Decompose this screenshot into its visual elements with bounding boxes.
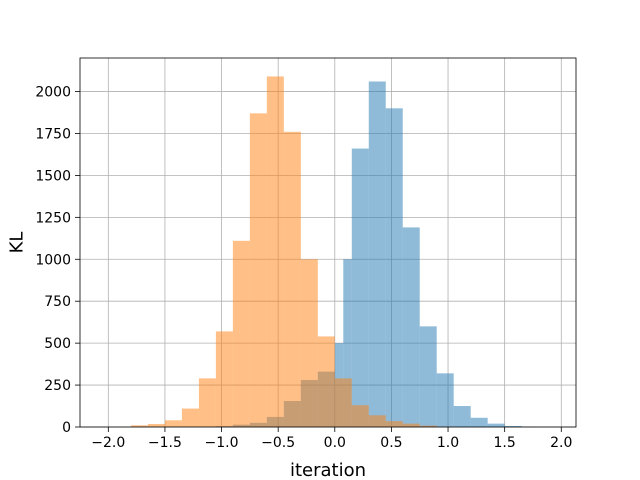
y-tick-label: 500: [44, 336, 71, 352]
x-tick-label: −1.5: [148, 435, 182, 451]
histogram-bar: [419, 425, 437, 427]
histogram-bar: [419, 326, 437, 427]
histogram-bar: [487, 423, 505, 427]
histogram-series-2: [113, 76, 454, 428]
histogram-bar: [215, 331, 233, 427]
histogram-bar: [470, 417, 488, 427]
histogram-bar: [351, 148, 369, 427]
y-tick-label: 1000: [35, 252, 71, 268]
x-tick-label: 0.0: [324, 435, 346, 451]
x-tick-label: 1.5: [494, 435, 516, 451]
histogram-bar: [198, 378, 216, 427]
y-tick-label: 750: [44, 294, 71, 310]
histogram-bar: [130, 425, 148, 427]
histogram-bar: [385, 421, 403, 427]
histogram-bar: [232, 240, 250, 427]
histogram-bar: [385, 108, 403, 428]
histogram-bar: [368, 81, 386, 428]
y-tick-label: 250: [44, 378, 71, 394]
histogram-bar: [300, 259, 318, 427]
y-axis-label: KL: [7, 232, 28, 254]
plot-frame: [79, 57, 577, 428]
y-tick-label: 1500: [35, 168, 71, 184]
y-tick-label: 1250: [35, 210, 71, 226]
ticks-layer: −2.0 −1.5 −1.0 −0.5 0.0 0.5 1.0 1.5 2.0 0 250 500 75…: [35, 85, 572, 451]
histogram-bar: [343, 259, 352, 427]
histogram-bar: [334, 378, 352, 427]
x-tick-label: 2.0: [550, 435, 572, 451]
x-tick-label: −2.0: [91, 435, 125, 451]
histogram-bar: [402, 423, 420, 427]
y-tick-label: 2000: [35, 85, 71, 101]
histogram-bar: [249, 113, 267, 427]
histogram-bar: [283, 131, 301, 428]
x-tick-label: −1.0: [205, 435, 239, 451]
histogram-bar: [453, 406, 471, 427]
histogram-bar: [436, 373, 454, 427]
histogram-bar: [402, 227, 420, 427]
x-axis-label: iteration: [290, 460, 366, 480]
y-tick-label: 0: [62, 420, 71, 436]
histogram-bar: [368, 415, 386, 427]
histogram-bar: [266, 76, 284, 427]
histogram-bar: [147, 423, 165, 427]
x-tick-label: 1.0: [437, 435, 459, 451]
histogram-bar: [181, 408, 199, 427]
histogram-bar: [317, 336, 335, 427]
x-tick-label: −0.5: [261, 435, 295, 451]
bars-layer: [113, 76, 539, 428]
histogram-bar: [164, 420, 182, 427]
y-tick-label: 1750: [35, 126, 71, 142]
histogram-bar: [351, 405, 369, 427]
x-tick-label: 0.5: [380, 435, 402, 451]
histogram-bar: [504, 425, 522, 427]
